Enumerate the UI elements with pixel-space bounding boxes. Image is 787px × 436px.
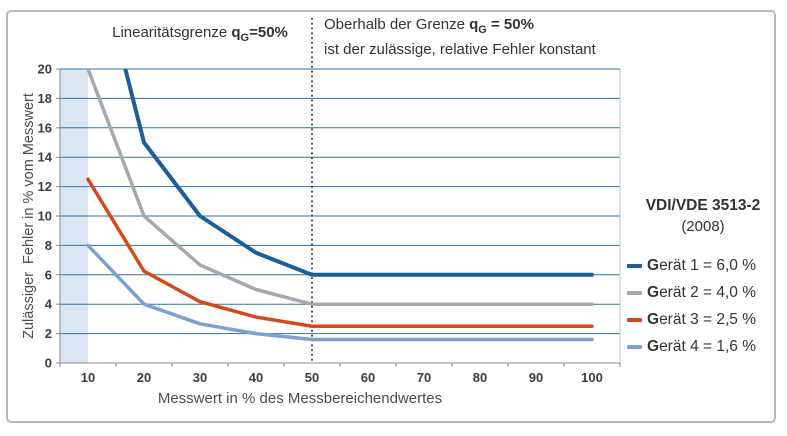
y-tick-label: 4 xyxy=(45,297,53,312)
left-title-text: Linearitätsgrenze xyxy=(112,24,232,41)
y-tick-label: 18 xyxy=(38,91,52,106)
y-tick-label: 10 xyxy=(38,209,52,224)
legend-color-dash xyxy=(627,344,642,349)
x-tick-label: 90 xyxy=(529,370,543,385)
series-line-geraet-2 xyxy=(86,69,594,306)
legend-item-geraet-4: Gerät 4 = 1,6 % xyxy=(627,333,779,360)
y-tick-label: 20 xyxy=(38,62,52,77)
y-tick-label: 16 xyxy=(38,120,52,135)
legend-item-geraet-2: Gerät 2 = 4,0 % xyxy=(627,279,779,306)
x-tick-label: 30 xyxy=(193,370,207,385)
legend: VDI/VDE 3513-2 (2008) Gerät 1 = 6,0 % Ger… xyxy=(627,197,779,360)
y-tick-label: 2 xyxy=(45,326,52,341)
y-axis-title: Zulässiger Fehler in % vom Messwert xyxy=(21,93,37,339)
legend-item-geraet-3: Gerät 3 = 2,5 % xyxy=(627,306,779,333)
right-title-line2: ist der zulässige, relative Fehler konst… xyxy=(324,41,596,58)
y-tick-label: 0 xyxy=(45,356,52,371)
y-tick-label: 8 xyxy=(45,238,52,253)
x-tick-label: 70 xyxy=(417,370,431,385)
x-tick-label: 100 xyxy=(581,370,603,385)
legend-label: Gerät 2 = 4,0 % xyxy=(647,283,756,301)
x-tick-label: 60 xyxy=(361,370,375,385)
legend-label: Gerät 1 = 6,0 % xyxy=(647,256,756,274)
x-tick-label: 20 xyxy=(137,370,151,385)
legend-color-dash xyxy=(627,317,642,322)
y-tick-label: 14 xyxy=(38,150,53,165)
x-tick-label: 10 xyxy=(81,370,95,385)
x-axis-title: Messwert in % des Messbereichendwertes xyxy=(157,390,443,407)
right-region-title: Oberhalb der Grenze qG = 50% ist der zul… xyxy=(324,15,664,59)
series-line-geraet-1 xyxy=(123,69,594,277)
y-tick-label: 6 xyxy=(45,267,52,282)
legend-subtitle: (2008) xyxy=(681,218,725,235)
y-tick-label: 12 xyxy=(38,179,52,194)
legend-label: Gerät 4 = 1,6 % xyxy=(647,337,756,355)
x-tick-label: 80 xyxy=(473,370,487,385)
legend-color-dash xyxy=(627,290,642,295)
right-title-line1: Oberhalb der Grenze qG = 50% xyxy=(324,16,534,36)
x-tick-label: 40 xyxy=(249,370,263,385)
legend-color-dash xyxy=(627,263,642,268)
legend-label: Gerät 3 = 2,5 % xyxy=(647,310,756,328)
left-region-title: Linearitätsgrenze qG=50% xyxy=(112,24,288,44)
series-line-geraet-3 xyxy=(86,177,594,328)
x-tick-label: 50 xyxy=(305,370,319,385)
legend-items: Gerät 1 = 6,0 % Gerät 2 = 4,0 % Gerät 3 = … xyxy=(627,252,779,360)
legend-title: VDI/VDE 3513-2 xyxy=(645,197,761,214)
series-line-geraet-4 xyxy=(86,243,594,342)
legend-item-geraet-1: Gerät 1 = 6,0 % xyxy=(627,252,779,279)
